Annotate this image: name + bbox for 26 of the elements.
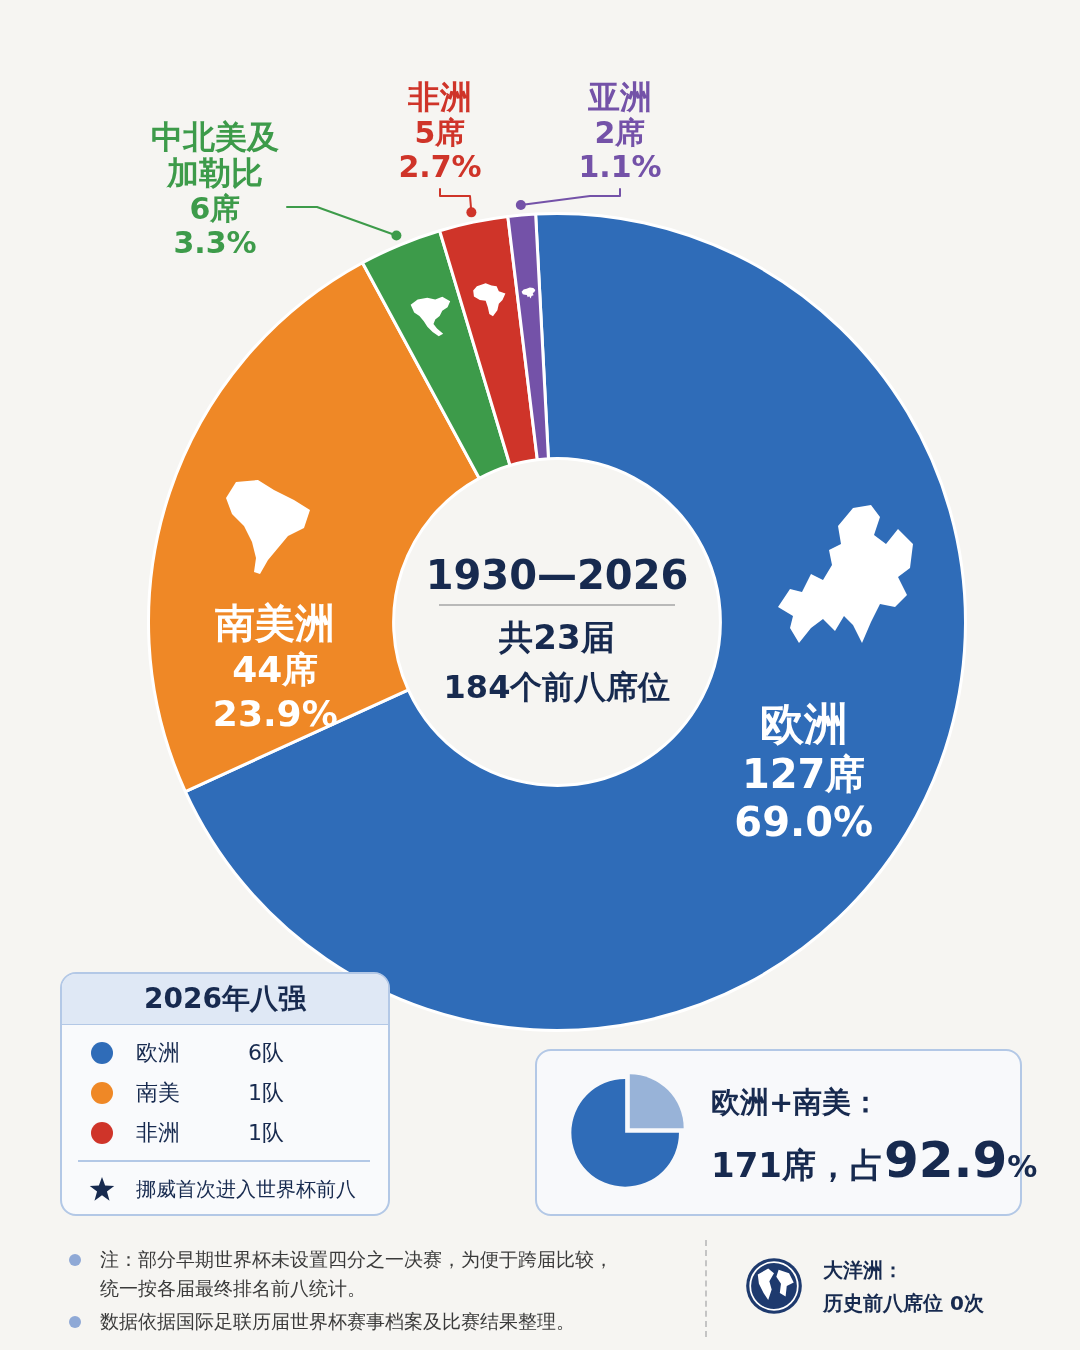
text: 6队: [248, 1040, 284, 1065]
slice-label: 南美洲: [215, 600, 336, 647]
slice-label: 欧洲: [759, 698, 848, 750]
text: 历史前八席位 0次: [823, 1290, 984, 1317]
text: 大洋洲：: [823, 1257, 903, 1284]
data-label: 6席 3.3%: [173, 190, 257, 260]
data-label: 2席 1.1%: [578, 114, 662, 184]
data-label: 44席 23.9%: [212, 649, 338, 735]
slice-label: 亚洲: [587, 78, 652, 117]
text: 欧洲+南美：: [711, 1084, 881, 1121]
text: 注：部分早期世界杯未设置四分之一决赛，为便于跨届比较，统一按各届最终排名前八统计。: [100, 1248, 613, 1299]
category-label: 南美: [136, 1079, 180, 1107]
category-label: 欧洲: [136, 1039, 180, 1067]
data-label: 5席 2.7%: [398, 114, 482, 184]
text: 1队: [248, 1080, 284, 1105]
text: 2026年八强: [144, 982, 306, 1015]
text: 数据依据国际足联历届世界杯赛事档案及比赛结果整理。: [100, 1310, 575, 1332]
slice-label: 中北美及加勒比: [151, 118, 279, 193]
slice-label: 非洲: [407, 78, 472, 117]
text: 1队: [248, 1120, 284, 1145]
data-label: 127席 69.0%: [734, 751, 874, 846]
text: 1930—2026: [425, 552, 689, 598]
category-label: 非洲: [136, 1119, 180, 1147]
text: 共23届 184个前八席位: [443, 617, 671, 706]
text: 挪威首次进入世界杯前八: [136, 1176, 356, 1203]
text: 171席，占92.9%: [711, 1131, 1038, 1189]
